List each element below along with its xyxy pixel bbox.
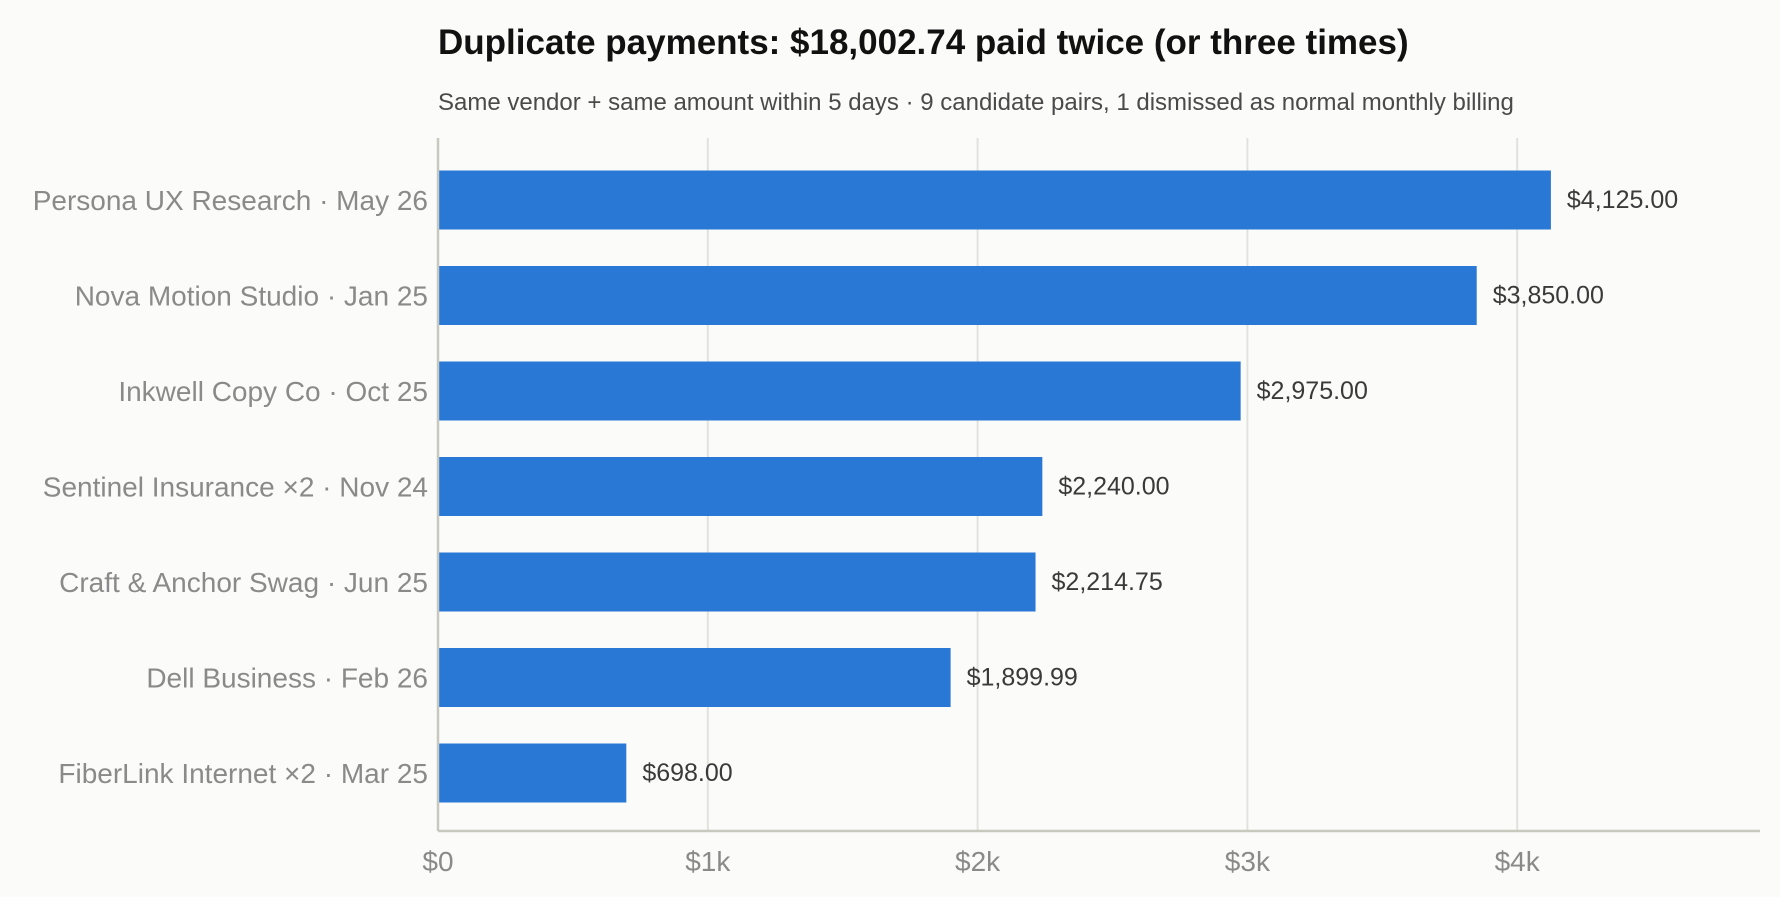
bar	[438, 361, 1241, 421]
x-tick-label: $2k	[955, 846, 1001, 877]
category-label: Craft & Anchor Swag · Jun 25	[59, 567, 428, 598]
value-label: $3,850.00	[1493, 282, 1604, 310]
value-label: $2,214.75	[1052, 568, 1163, 596]
x-tick-label: $3k	[1225, 846, 1271, 877]
bar	[438, 170, 1551, 230]
value-label: $2,240.00	[1058, 473, 1169, 501]
x-tick-label: $4k	[1495, 846, 1541, 877]
bar	[438, 648, 951, 707]
bar	[438, 266, 1477, 325]
category-label: Dell Business · Feb 26	[146, 663, 428, 694]
bars: Persona UX Research · May 26 $4,125.00 Nov…	[33, 170, 1678, 803]
value-label: $2,975.00	[1257, 377, 1368, 405]
value-label: $4,125.00	[1567, 186, 1678, 214]
x-tick-label: $0	[422, 846, 453, 877]
axes: $0 $1k $2k $3k $4k	[422, 138, 1760, 877]
category-label: Persona UX Research · May 26	[33, 185, 428, 216]
value-label: $1,899.99	[967, 664, 1078, 692]
x-tick-label: $1k	[685, 846, 731, 877]
bar	[438, 552, 1036, 612]
category-label: FiberLink Internet ×2 · Mar 25	[58, 758, 428, 789]
category-label: Sentinel Insurance ×2 · Nov 24	[43, 472, 428, 503]
value-label: $698.00	[642, 759, 732, 787]
bar	[438, 743, 627, 803]
chart-subtitle: Same vendor + same amount within 5 days …	[438, 89, 1514, 116]
bar	[438, 457, 1043, 516]
category-label: Inkwell Copy Co · Oct 25	[118, 376, 428, 407]
chart-title: Duplicate payments: $18,002.74 paid twic…	[438, 23, 1409, 62]
category-label: Nova Motion Studio · Jan 25	[75, 281, 428, 312]
